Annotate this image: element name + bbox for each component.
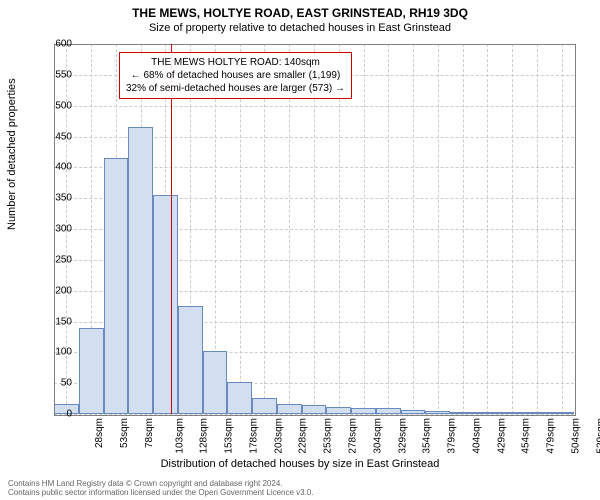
x-tick-label: 304sqm — [372, 418, 383, 454]
y-tick-label: 500 — [42, 100, 72, 111]
x-tick-label: 354sqm — [422, 418, 433, 454]
x-tick-label: 479sqm — [546, 418, 557, 454]
y-tick-label: 250 — [42, 254, 72, 265]
x-tick-label: 128sqm — [199, 418, 210, 454]
y-tick-label: 200 — [42, 285, 72, 296]
chart-title-sub: Size of property relative to detached ho… — [0, 20, 600, 38]
x-tick-label: 379sqm — [447, 418, 458, 454]
x-tick-label: 529sqm — [595, 418, 600, 454]
chart-title-main: THE MEWS, HOLTYE ROAD, EAST GRINSTEAD, R… — [0, 0, 600, 20]
x-tick-label: 429sqm — [496, 418, 507, 454]
footer-line2: Contains public sector information licen… — [8, 488, 314, 498]
chart-container: THE MEWS, HOLTYE ROAD, EAST GRINSTEAD, R… — [0, 0, 600, 500]
x-tick-label: 78sqm — [144, 418, 155, 448]
footer-line1: Contains HM Land Registry data © Crown c… — [8, 479, 314, 489]
marker-line — [171, 44, 172, 414]
y-axis-label: Number of detached properties — [6, 78, 18, 230]
x-tick-label: 404sqm — [471, 418, 482, 454]
y-tick-label: 600 — [42, 39, 72, 50]
y-tick-label: 150 — [42, 316, 72, 327]
plot-area: THE MEWS HOLTYE ROAD: 140sqm ← 68% of de… — [54, 44, 574, 414]
annotation-line2: ← 68% of detached houses are smaller (1,… — [126, 69, 345, 82]
plot-border — [54, 44, 576, 416]
x-tick-label: 28sqm — [94, 418, 105, 448]
x-tick-label: 53sqm — [119, 418, 130, 448]
x-tick-label: 203sqm — [273, 418, 284, 454]
x-tick-label: 504sqm — [570, 418, 581, 454]
annotation-line1: THE MEWS HOLTYE ROAD: 140sqm — [126, 56, 345, 69]
y-tick-label: 550 — [42, 69, 72, 80]
x-tick-label: 178sqm — [249, 418, 260, 454]
x-tick-label: 278sqm — [348, 418, 359, 454]
x-tick-label: 153sqm — [224, 418, 235, 454]
annotation-box: THE MEWS HOLTYE ROAD: 140sqm ← 68% of de… — [119, 52, 352, 99]
x-axis-label: Distribution of detached houses by size … — [0, 458, 600, 470]
footer-attribution: Contains HM Land Registry data © Crown c… — [8, 479, 314, 498]
y-tick-label: 50 — [42, 378, 72, 389]
y-tick-label: 100 — [42, 347, 72, 358]
x-tick-label: 228sqm — [298, 418, 309, 454]
x-tick-label: 253sqm — [323, 418, 334, 454]
x-tick-label: 329sqm — [397, 418, 408, 454]
annotation-line3: 32% of semi-detached houses are larger (… — [126, 82, 345, 95]
x-tick-label: 454sqm — [521, 418, 532, 454]
y-tick-label: 0 — [42, 409, 72, 420]
y-tick-label: 450 — [42, 131, 72, 142]
x-tick-label: 103sqm — [174, 418, 185, 454]
y-tick-label: 400 — [42, 162, 72, 173]
y-tick-label: 300 — [42, 224, 72, 235]
y-tick-label: 350 — [42, 193, 72, 204]
